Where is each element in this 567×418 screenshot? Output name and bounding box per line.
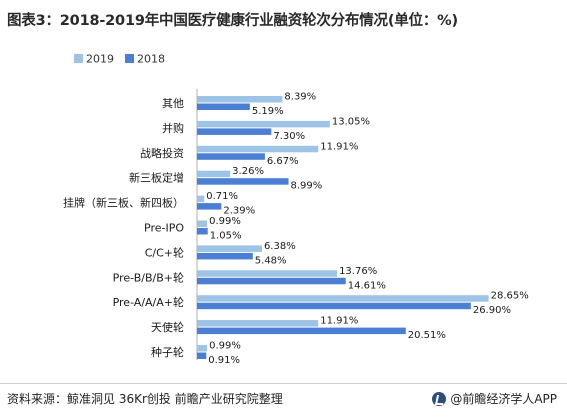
bar-2019 <box>197 245 262 252</box>
brand-logo-icon <box>432 391 447 406</box>
category-label: 天使轮 <box>151 320 184 334</box>
bar-2019 <box>197 320 319 327</box>
bars-group: 8.39%5.19% 13.05% 7.30% 11.91% 6.67%3.26% 8.9… <box>197 92 529 366</box>
bar-2018 <box>197 128 272 135</box>
legend: 2019 2018 <box>74 53 165 66</box>
data-label-2018: 5.19% <box>252 106 284 117</box>
bar-2019 <box>197 195 205 203</box>
legend-label-2019: 2019 <box>86 53 114 66</box>
bar-2018 <box>197 103 250 110</box>
bar-2019 <box>197 145 319 153</box>
data-label-2018: 26.90% <box>473 305 511 316</box>
data-label-2019: 8.39% <box>284 92 316 103</box>
data-label-2019: 11.91% <box>320 141 358 152</box>
data-label-2019: 0.71% <box>206 191 238 202</box>
category-label: 并购 <box>162 121 184 135</box>
data-label-2018: 7.30% <box>273 131 305 142</box>
data-label-2018: 5.48% <box>255 255 287 266</box>
data-label-2018: 0.91% <box>208 355 240 366</box>
source-note: 资料来源：鲸准洞见 36Kr创投 前瞻产业研究院整理 <box>7 392 283 406</box>
data-label-2019: 28.65% <box>491 291 529 302</box>
bar-2018 <box>197 302 471 310</box>
bar-2018 <box>197 153 265 160</box>
bar-2018 <box>197 352 207 359</box>
bar-2018 <box>197 228 208 235</box>
legend-label-2018: 2018 <box>137 53 165 66</box>
bar-2019 <box>197 270 338 277</box>
bar-2019 <box>197 220 208 227</box>
bar-2019 <box>197 345 208 352</box>
bar-2019 <box>197 96 283 103</box>
category-label: 战略投资 <box>140 146 184 160</box>
bar-2018 <box>197 277 346 285</box>
data-label-2019: 11.91% <box>320 316 358 327</box>
bar-2019 <box>197 120 330 128</box>
data-label-2018: 14.61% <box>348 280 386 291</box>
bar-2019 <box>197 170 231 178</box>
legend-swatch-2019 <box>74 54 83 63</box>
bar-2018 <box>197 327 406 335</box>
category-label: 种子轮 <box>151 345 184 359</box>
data-label-2019: 3.26% <box>232 166 264 177</box>
category-label: 其他 <box>162 97 184 110</box>
category-label: Pre-B/B/B+轮 <box>113 270 184 284</box>
category-label: 挂牌（新三板、新四板） <box>63 196 184 210</box>
brand-text: @前瞻经济学人APP <box>450 392 557 406</box>
chart-title: 图表3：2018-2019年中国医疗健康行业融资轮次分布情况(单位：%) <box>7 13 458 29</box>
footer: 资料来源：鲸准洞见 36Kr创投 前瞻产业研究院整理 @前瞻经济学人APP <box>0 383 567 418</box>
data-label-2018: 2.39% <box>223 206 255 217</box>
data-label-2019: 0.99% <box>209 341 241 352</box>
bar-2019 <box>197 295 489 302</box>
category-label: Pre-IPO <box>144 222 184 235</box>
data-label-2019: 13.05% <box>332 116 370 127</box>
bar-2018 <box>197 203 222 210</box>
data-label-2018: 6.67% <box>267 156 299 167</box>
bar-2018 <box>197 178 289 185</box>
data-label-2018: 8.99% <box>291 181 323 192</box>
data-label-2019: 0.99% <box>209 216 241 227</box>
brand-credit: @前瞻经济学人APP <box>432 390 557 407</box>
data-label-2018: 1.05% <box>210 231 242 242</box>
category-label: 新三板定增 <box>129 171 184 185</box>
data-label-2018: 20.51% <box>408 330 446 341</box>
data-label-2019: 6.38% <box>264 241 296 252</box>
category-label: C/C+轮 <box>145 245 184 259</box>
bar-2018 <box>197 252 253 260</box>
legend-swatch-2018 <box>125 54 134 63</box>
bar-chart: 2019 2018 8.39%5.19% 13.05% 7.30% 11.91% 6.67… <box>63 53 529 367</box>
category-label: Pre-A/A/A+轮 <box>113 295 184 309</box>
data-label-2019: 13.76% <box>339 266 377 277</box>
